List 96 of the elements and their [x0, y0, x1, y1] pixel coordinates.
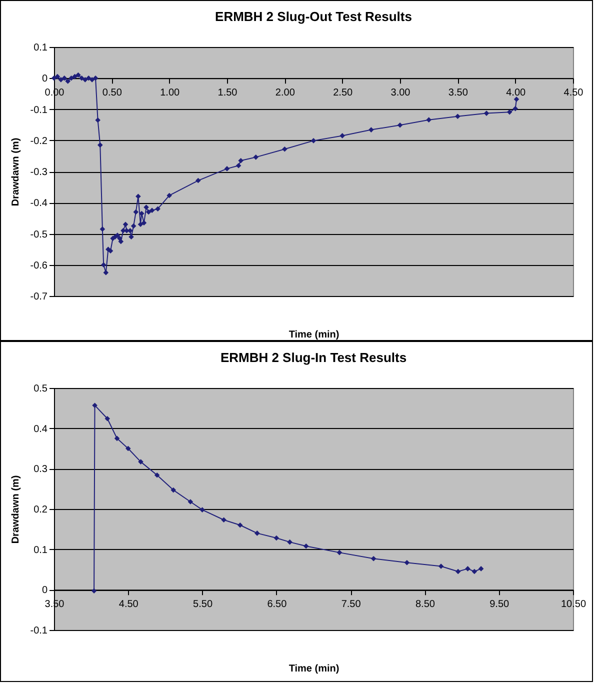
point: [97, 142, 103, 148]
point: [91, 588, 97, 594]
x-tick-label: 4.50: [118, 599, 139, 610]
x-tick-label: 1.00: [160, 88, 180, 99]
x-tick-label: 2.50: [333, 88, 353, 99]
point: [282, 146, 288, 152]
y-tick-label: 0.5: [34, 384, 48, 394]
point: [144, 204, 149, 210]
point: [100, 262, 106, 268]
x-tick-label: 7.50: [341, 599, 362, 610]
x-tick-label: 0.50: [102, 88, 122, 99]
y-tick-label: 0: [42, 74, 48, 85]
point: [155, 206, 160, 212]
point: [512, 106, 518, 112]
point: [103, 270, 109, 276]
x-tick-label: 4.50: [564, 88, 584, 99]
x-tick-label: 9.50: [490, 599, 510, 610]
y-tick-label: 0: [42, 585, 48, 596]
y-tick-label: -0.1: [30, 626, 48, 636]
point: [404, 560, 410, 566]
point: [166, 192, 172, 198]
point: [100, 226, 106, 232]
point: [138, 459, 144, 464]
point: [114, 436, 120, 442]
y-tick-label: -0.1: [30, 104, 48, 116]
point: [141, 220, 147, 226]
point: [472, 568, 478, 574]
point: [154, 472, 160, 478]
y-tick-label: 0.4: [34, 424, 48, 435]
chart-title: ERMBH 2 Slug-Out Test Results: [215, 9, 412, 24]
point: [62, 75, 68, 81]
point: [54, 74, 60, 80]
x-tick-label: 3.00: [390, 88, 411, 99]
y-axis-title: Drawdawn (m): [10, 138, 22, 206]
point: [130, 223, 136, 229]
point: [65, 78, 70, 84]
point: [92, 75, 98, 81]
point: [200, 507, 205, 512]
point: [478, 566, 484, 572]
point: [86, 75, 92, 81]
point: [133, 209, 139, 215]
point: [138, 222, 144, 228]
y-tick-label: 0.1: [34, 544, 48, 556]
y-tick-label: -0.6: [30, 260, 48, 272]
point: [455, 114, 460, 120]
y-tick-label: -0.5: [30, 229, 48, 240]
point: [237, 522, 243, 528]
point: [170, 487, 176, 493]
point: [58, 77, 64, 82]
x-tick-label: 2.00: [275, 88, 296, 99]
chart-title: ERMBH 2 Slug-In Test Results: [220, 350, 407, 365]
x-tick-label: 4.00: [506, 88, 526, 99]
point: [236, 162, 242, 168]
y-tick-label: -0.3: [30, 167, 48, 178]
point: [238, 158, 244, 164]
point: [340, 133, 345, 138]
point: [254, 530, 260, 536]
x-tick-label: 5.50: [193, 599, 213, 610]
x-tick-label: 6.50: [267, 599, 288, 610]
point: [146, 209, 152, 215]
point: [196, 178, 201, 184]
x-tick-label: 3.50: [448, 88, 468, 99]
point: [274, 535, 280, 541]
point: [221, 517, 226, 523]
point: [125, 446, 131, 452]
point: [336, 550, 342, 556]
y-tick-label: 0.2: [34, 504, 48, 516]
point: [303, 543, 309, 549]
point: [122, 222, 128, 228]
point: [455, 568, 461, 574]
y-tick-label: 0.1: [34, 42, 48, 54]
x-axis-title: Time (min): [288, 664, 340, 674]
point: [149, 208, 155, 214]
point: [79, 75, 84, 81]
point: [370, 556, 376, 562]
point: [253, 154, 258, 160]
point: [104, 416, 110, 422]
point: [506, 109, 512, 115]
x-tick-label: 1.50: [218, 88, 238, 99]
y-tick-label: -0.7: [30, 292, 48, 302]
y-tick-label: -0.4: [30, 198, 48, 210]
y-tick-label: 0.3: [34, 464, 48, 476]
x-tick-label: 8.50: [415, 599, 436, 610]
point: [92, 402, 98, 408]
point: [89, 77, 95, 82]
point: [368, 127, 374, 132]
x-axis-title: Time (min): [288, 330, 340, 340]
y-tick-label: -0.2: [30, 136, 48, 147]
y-axis-title: Drawdawn (m): [10, 475, 22, 544]
point: [95, 118, 100, 123]
point: [68, 75, 74, 81]
point: [82, 77, 88, 82]
point: [465, 566, 470, 572]
x-tick-label: 10.50: [560, 599, 586, 610]
point: [397, 122, 403, 128]
point: [426, 117, 432, 122]
